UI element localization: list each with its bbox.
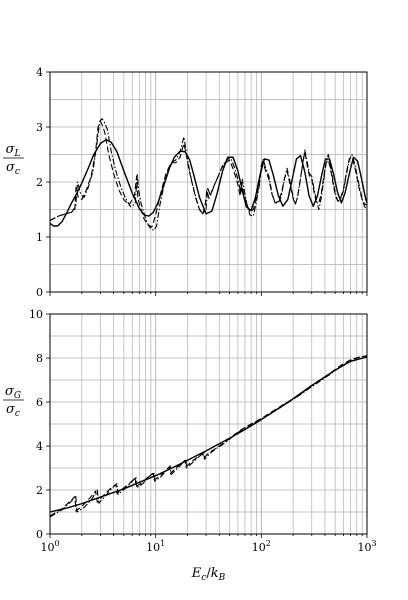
y-tick-label: 0 [36, 286, 43, 299]
top-series [50, 118, 367, 231]
x-axis-label-text: Ec/kB [191, 566, 226, 583]
x-axis-label: Ec/kB [191, 566, 226, 583]
y-tick-label: 2 [36, 484, 43, 497]
y-label-numerator: σL [6, 142, 21, 159]
y-tick-label: 3 [36, 121, 43, 134]
x-tick-label: 100 [40, 539, 59, 554]
series-line-dashdot [50, 118, 367, 231]
y-tick-label: 0 [36, 528, 43, 541]
series-line-solid [50, 138, 367, 227]
y-tick-label: 8 [36, 352, 43, 365]
y-tick-label: 1 [36, 231, 43, 244]
x-tick-label: 103 [357, 539, 376, 554]
bottom-ticks: 0 2 4 6 8 10 100 101 102 103 [29, 308, 377, 554]
bottom-grid [49, 313, 367, 535]
y-label-numerator: σG [5, 384, 21, 401]
x-tick-label: 101 [146, 539, 165, 554]
y-label-denominator: σc [6, 402, 20, 419]
y-label-denominator: σc [6, 160, 20, 177]
top-grid [49, 71, 367, 293]
x-tick-label: 102 [252, 539, 271, 554]
series-line-dashed [50, 120, 367, 228]
y-tick-label: 10 [29, 308, 43, 321]
y-tick-label: 4 [36, 66, 43, 79]
y-tick-label: 6 [36, 396, 43, 409]
y-tick-label: 4 [36, 440, 43, 453]
series-line-dashdot [50, 355, 367, 518]
top-ticks: 0 1 2 3 4 [36, 66, 368, 299]
y-tick-label: 2 [36, 176, 43, 189]
bottom-series [50, 355, 367, 518]
series-line-dashed [50, 355, 367, 517]
bottom-axes-frame [49, 313, 368, 535]
